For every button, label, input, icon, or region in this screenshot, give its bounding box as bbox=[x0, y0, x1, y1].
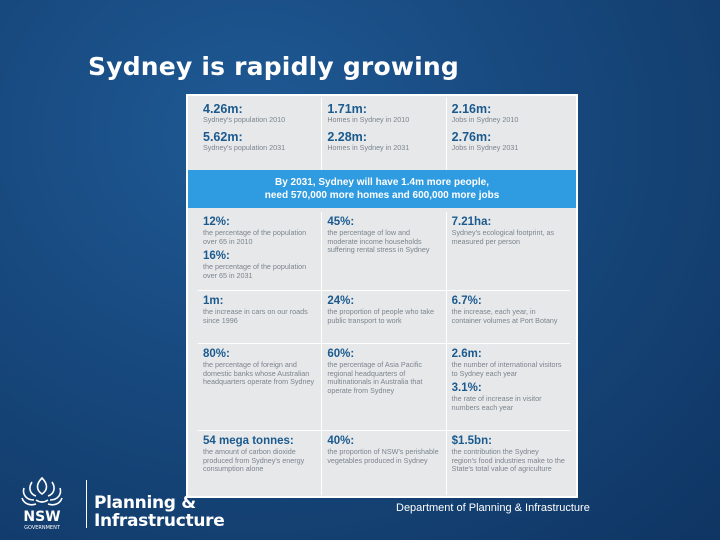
banner-line-1: By 2031, Sydney will have 1.4m more peop… bbox=[275, 177, 489, 188]
logo-line-1: Planning & bbox=[94, 493, 196, 513]
stat-caption: Jobs in Sydney 2010 bbox=[451, 115, 519, 124]
slide-title: Sydney is rapidly growing bbox=[88, 52, 459, 81]
stat-value: 6.7%: bbox=[451, 295, 482, 307]
summary-banner: By 2031, Sydney will have 1.4m more peop… bbox=[188, 170, 576, 208]
stat-caption: the increase in cars on our roads since … bbox=[203, 307, 308, 325]
stat-value: $1.5bn: bbox=[451, 435, 492, 447]
top-stats-row: 4.26m: Sydney's population 2010 5.62m: S… bbox=[198, 98, 570, 170]
stat-value: 60%: bbox=[327, 348, 355, 360]
footer-department: Department of Planning & Infrastructure bbox=[396, 502, 590, 514]
stat-caption: Sydney's population 2010 bbox=[203, 115, 286, 124]
stat-cell-rental-stress: 45%: the percentage of low and moderate … bbox=[322, 212, 447, 290]
stat-cell-cars: 1m: the increase in cars on our roads si… bbox=[198, 291, 323, 343]
row-divider bbox=[198, 343, 570, 344]
stat-caption: the amount of carbon dioxide produced fr… bbox=[203, 447, 305, 473]
logo-divider bbox=[86, 480, 87, 528]
stat-caption: the rate of increase in visitor numbers … bbox=[451, 394, 542, 412]
stat-value: 3.1%: bbox=[451, 382, 482, 394]
stat-cell-vegetables: 40%: the proportion of NSW's perishable … bbox=[322, 431, 447, 495]
stat-caption: the percentage of low and moderate incom… bbox=[327, 228, 430, 254]
stat-value: 2.6m: bbox=[451, 348, 482, 360]
stat-value: 12%: bbox=[203, 216, 230, 228]
stat-caption: the percentage of the population over 65… bbox=[203, 228, 307, 246]
stat-value: 24%: bbox=[327, 295, 355, 307]
nsw-planning-logo: NSW GOVERNMENT Planning & Infrastructure bbox=[14, 474, 225, 532]
stat-cell-food-industry: $1.5bn: the contribution the Sydney regi… bbox=[447, 431, 570, 495]
stats-row-economy: 80%: the percentage of foreign and domes… bbox=[198, 344, 570, 430]
stat-caption: Jobs in Sydney 2031 bbox=[451, 142, 519, 152]
stat-value: 54 mega tonnes: bbox=[203, 435, 294, 447]
stat-cell-ecological-footprint: 7.21ha: Sydney's ecological footprint, a… bbox=[447, 212, 570, 290]
logo-line-2: Infrastructure bbox=[94, 511, 225, 531]
stat-cell-homes: 1.71m: Homes in Sydney in 2010 2.28m: Ho… bbox=[322, 98, 447, 170]
stat-value: 16%: bbox=[203, 250, 230, 262]
stat-caption: the proportion of NSW's perishable veget… bbox=[327, 447, 439, 465]
stat-value: 7.21ha: bbox=[451, 216, 492, 228]
stat-caption: Sydney's population 2031 bbox=[203, 142, 286, 152]
stat-value: 2.76m: bbox=[451, 129, 492, 144]
stat-caption: the number of international visitors to … bbox=[451, 360, 562, 378]
stat-value: 40%: bbox=[327, 435, 355, 447]
stat-caption: the contribution the Sydney region's foo… bbox=[451, 447, 565, 473]
stat-cell-banks: 80%: the percentage of foreign and domes… bbox=[198, 344, 323, 430]
stats-row-transport: 1m: the increase in cars on our roads si… bbox=[198, 291, 570, 343]
stat-cell-public-transport: 24%: the proportion of people who take p… bbox=[322, 291, 447, 343]
emblem-text: NSW bbox=[23, 509, 60, 525]
waratah-emblem-icon: NSW GOVERNMENT bbox=[21, 476, 63, 531]
logo-text: Planning & Infrastructure bbox=[94, 493, 225, 531]
stat-cell-over-65: 12%: the percentage of the population ov… bbox=[198, 212, 323, 290]
stat-value: 1.71m: bbox=[327, 102, 367, 116]
stat-caption: the percentage of Asia Pacific regional … bbox=[327, 360, 423, 395]
stats-row-demographics: 12%: the percentage of the population ov… bbox=[198, 212, 570, 290]
stat-cell-port-botany: 6.7%: the increase, each year, in contai… bbox=[447, 291, 570, 343]
banner-line-2: need 570,000 more homes and 600,000 more… bbox=[264, 190, 500, 201]
stat-value: 2.28m: bbox=[327, 129, 367, 144]
stat-value: 2.16m: bbox=[451, 102, 492, 116]
stat-caption: the percentage of the population over 65… bbox=[203, 262, 307, 280]
stats-row-environment: 54 mega tonnes: the amount of carbon dio… bbox=[198, 431, 570, 495]
stat-cell-population: 4.26m: Sydney's population 2010 5.62m: S… bbox=[198, 98, 323, 170]
stat-cell-jobs: 2.16m: Jobs in Sydney 2010 2.76m: Jobs i… bbox=[447, 98, 570, 170]
stat-cell-visitors: 2.6m: the number of international visito… bbox=[447, 344, 570, 430]
stat-caption: the increase, each year, in container vo… bbox=[451, 307, 558, 325]
stat-value: 4.26m: bbox=[203, 102, 243, 116]
stat-cell-regional-hq: 60%: the percentage of Asia Pacific regi… bbox=[322, 344, 447, 430]
sydney-growth-infographic: 4.26m: Sydney's population 2010 5.62m: S… bbox=[186, 94, 578, 498]
stat-value: 5.62m: bbox=[203, 129, 243, 144]
stat-value: 80%: bbox=[203, 348, 230, 360]
stat-value: 1m: bbox=[203, 295, 224, 307]
stat-caption: Homes in Sydney in 2010 bbox=[327, 115, 410, 124]
emblem-subtext: GOVERNMENT bbox=[24, 525, 61, 531]
stat-value: 45%: bbox=[327, 216, 355, 228]
stat-caption: the percentage of foreign and domestic b… bbox=[203, 360, 315, 386]
stat-caption: the proportion of people who take public… bbox=[327, 307, 435, 325]
stat-cell-carbon: 54 mega tonnes: the amount of carbon dio… bbox=[198, 431, 323, 495]
row-divider bbox=[198, 430, 570, 431]
row-divider bbox=[198, 290, 570, 291]
stat-caption: Homes in Sydney in 2031 bbox=[327, 142, 410, 152]
stat-caption: Sydney's ecological footprint, as measur… bbox=[451, 228, 555, 246]
